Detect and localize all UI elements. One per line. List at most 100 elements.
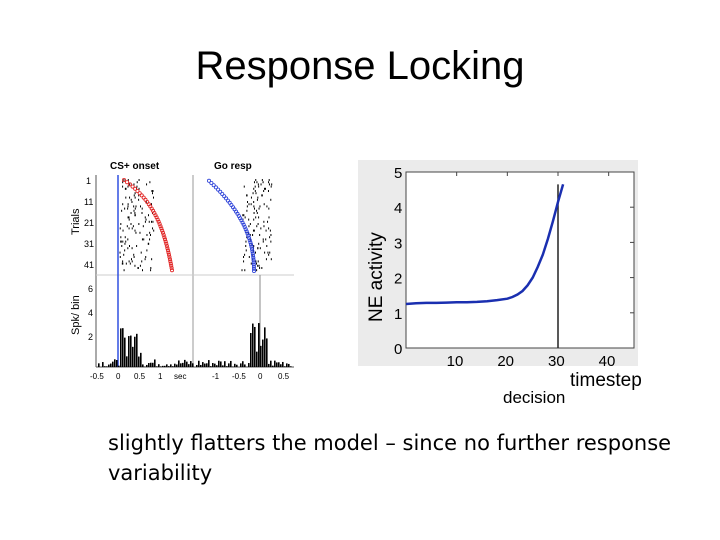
psth-bar (232, 366, 234, 367)
psth-bar (252, 323, 254, 367)
go-response-marker (246, 233, 251, 238)
cs-response-marker (125, 180, 130, 185)
response-markers (122, 177, 256, 274)
ne-activity-chart: NE activity 0 1 2 3 4 5 10 20 30 40 timestep dec… (358, 160, 670, 410)
go-xtick-label: -1 (212, 372, 220, 381)
psth-bar (118, 365, 120, 367)
go-response-marker (211, 183, 216, 188)
psth-bar (258, 323, 260, 367)
psth-bar (230, 360, 232, 367)
psth-bar (166, 364, 168, 367)
go-response-marker (245, 231, 250, 236)
go-response-marker (251, 266, 256, 271)
psth-bar (220, 361, 222, 367)
ne-plot-area (405, 171, 635, 349)
cs-onset-panel-title: CS+ onset (110, 161, 160, 172)
trial-tick-label: 11 (84, 197, 93, 207)
psth-bar (120, 328, 122, 367)
psth-bar (108, 364, 110, 367)
raster-plot: CS+ onset Go resp Trials Spk/ bin 1 11 2… (70, 161, 294, 381)
psth-bar (214, 363, 216, 367)
cs-response-marker (158, 224, 163, 229)
cs-response-marker (163, 239, 168, 244)
psth-bar (276, 362, 278, 367)
psth-bar (182, 362, 184, 367)
ne-y-tick-label: 2 (394, 271, 402, 288)
count-tick-label: 4 (88, 308, 93, 318)
psth-bar (134, 336, 136, 367)
trial-tick-label: 1 (86, 176, 91, 186)
psth-bar (268, 363, 270, 367)
psth-bar (132, 346, 134, 367)
ne-x-ticks: 10 20 30 40 (447, 172, 616, 370)
psth-bar (180, 363, 182, 367)
psth-bar (138, 356, 140, 367)
psth-bar (228, 363, 230, 367)
psth-bar (128, 336, 130, 367)
cs-response-marker (160, 228, 165, 233)
psth-bar (124, 337, 126, 367)
go-response-marker (222, 194, 227, 199)
psth-bar (262, 339, 264, 367)
cs-response-marker (166, 252, 171, 257)
cs-response-marker (165, 248, 170, 253)
cs-response-marker (166, 250, 171, 255)
psth-bar (172, 366, 174, 367)
psth-bar (122, 328, 124, 367)
ne-y-axis-label: NE activity (366, 232, 387, 322)
psth-bar (226, 366, 228, 367)
psth-bar (136, 333, 138, 367)
go-xtick-label: 0 (258, 372, 263, 381)
psth-bar (224, 361, 226, 367)
psth-bar (212, 363, 214, 367)
decision-annotation: decision (503, 388, 565, 407)
psth-bar (142, 364, 144, 367)
go-response-marker (249, 244, 254, 249)
cs-xtick-label: -0.5 (90, 372, 104, 381)
ne-x-tick-label: 10 (447, 353, 464, 370)
psth-bar (200, 364, 202, 367)
ne-y-tick-label: 1 (394, 306, 402, 323)
psth-bar (106, 366, 108, 367)
psth-bar (218, 360, 220, 367)
psth-bar (278, 362, 280, 367)
cs-response-marker (130, 184, 135, 189)
cs-response-marker (164, 241, 169, 246)
psth-bar (146, 364, 148, 367)
count-tick-label: 2 (88, 332, 93, 342)
ne-y-tick-label: 0 (394, 341, 402, 358)
psth-bar (280, 364, 282, 367)
psth-bar (216, 365, 218, 367)
psth-bar (240, 363, 242, 367)
psth-bar (190, 361, 192, 367)
psth-bars (98, 323, 292, 367)
psth-bar (242, 361, 244, 367)
slide-body-text: slightly flatters the model – since no f… (108, 431, 672, 485)
go-response-marker (251, 258, 256, 263)
ne-x-axis-label: timestep (570, 370, 642, 391)
psth-bar (110, 363, 112, 367)
go-response-marker (247, 236, 252, 241)
cs-response-marker (169, 266, 174, 271)
cs-xtick-label: 0 (116, 372, 121, 381)
ne-x-tick-label: 40 (599, 353, 616, 370)
psth-bar (264, 327, 266, 367)
trials-axis-label: Trials (70, 208, 82, 235)
psth-bar (250, 333, 252, 367)
cs-response-marker (122, 177, 127, 182)
psth-bar (286, 363, 288, 367)
cs-xtick-label: 1 (158, 372, 163, 381)
go-response-marker (251, 264, 256, 269)
psth-bar (248, 363, 250, 367)
psth-bar (140, 352, 142, 367)
ne-y-tick-label: 3 (394, 235, 402, 252)
go-xtick-label: -0.5 (232, 372, 246, 381)
psth-bar (164, 365, 166, 367)
psth-bar (104, 366, 106, 367)
psth-bar (274, 360, 276, 367)
psth-bar (244, 364, 246, 367)
raster-figure: CS+ onset Go resp Trials Spk/ bin 1 11 2… (62, 155, 302, 385)
psth-bar (284, 366, 286, 367)
psth-bar (192, 363, 194, 367)
cs-response-marker (160, 230, 165, 235)
